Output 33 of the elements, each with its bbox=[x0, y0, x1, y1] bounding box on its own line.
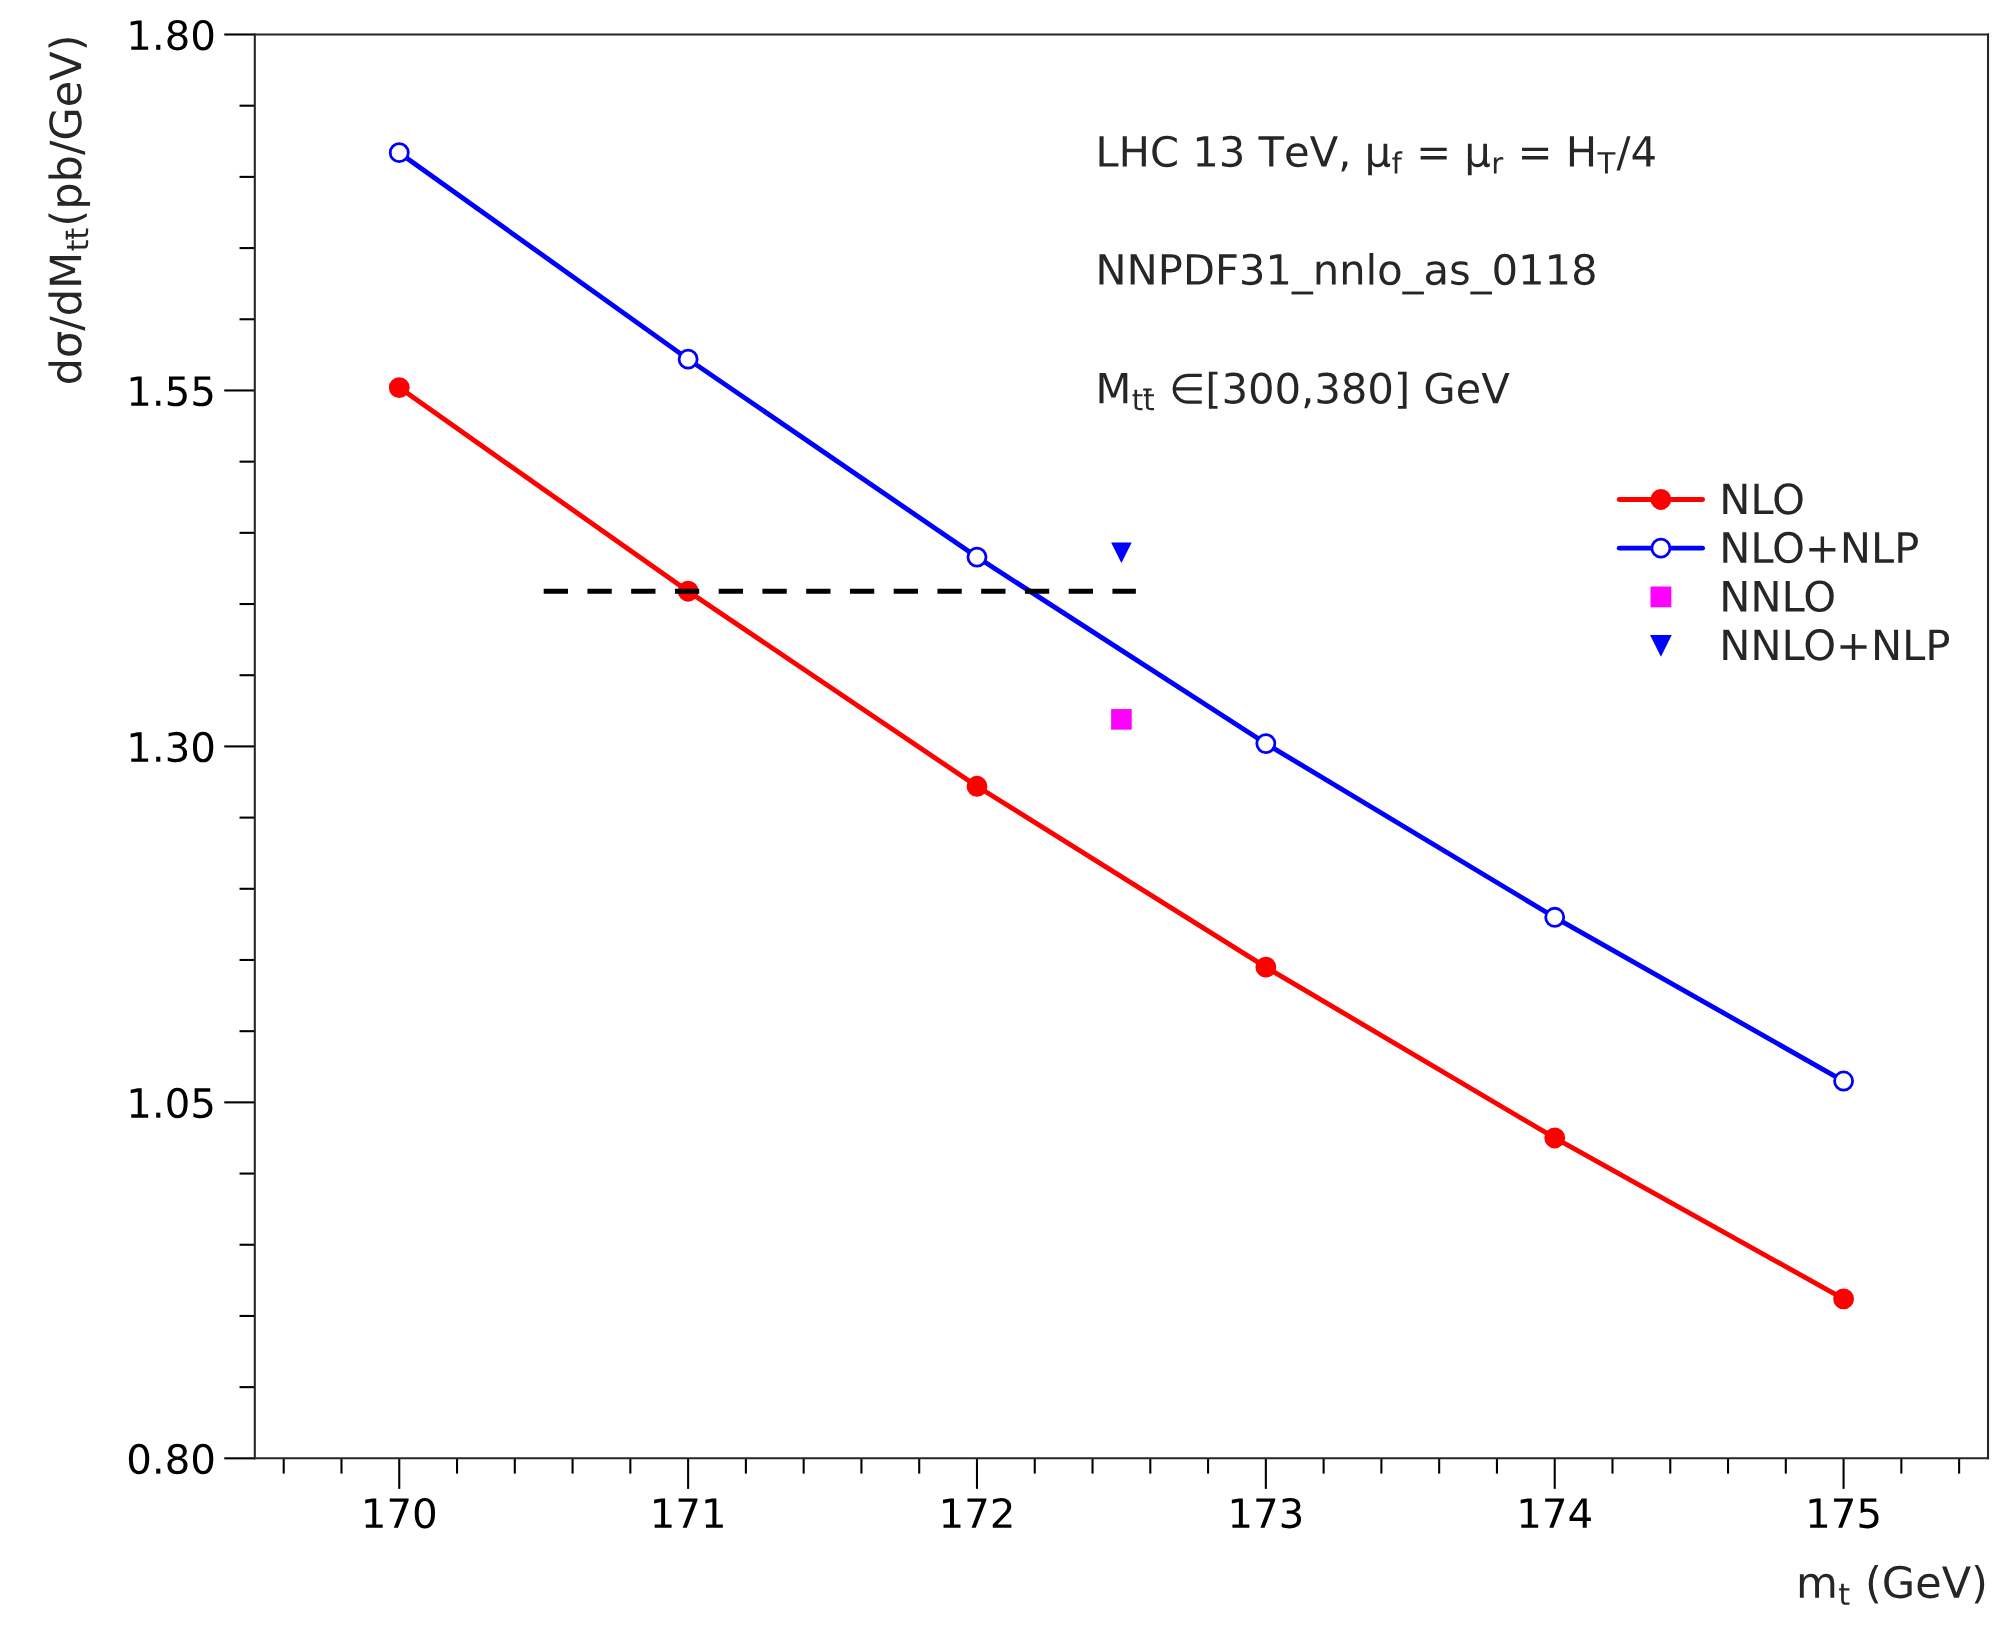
legend-label: NLO bbox=[1723, 483, 1803, 515]
point bbox=[1111, 709, 1132, 730]
annotation: NNPDF31_nnlo_as_0118 bbox=[1099, 252, 1595, 295]
legend-label: NNLO+NLP bbox=[1723, 629, 1950, 661]
point bbox=[1255, 733, 1277, 754]
point bbox=[966, 775, 988, 797]
point bbox=[677, 348, 699, 370]
point bbox=[1111, 542, 1132, 564]
point bbox=[388, 377, 410, 399]
x-tick-label: 171 bbox=[654, 1498, 723, 1528]
legend-label: NLO+NLP bbox=[1723, 531, 1918, 564]
annotation: LHC 13 TeV, μ$_{f}$ = μ$_{r}$ = H$_{T}$/4 bbox=[1099, 135, 1655, 176]
y-tick-label: 1.80 bbox=[130, 19, 214, 51]
x-axis-title: m$_{t}$ (GeV) bbox=[1799, 1565, 1985, 1605]
y-axis-title: dσ/dM$_{tt̄}$(pb/GeV) bbox=[48, 38, 91, 384]
y-tick-label: 1.30 bbox=[130, 731, 214, 763]
y-tick-label: 1.55 bbox=[130, 376, 213, 407]
point bbox=[388, 142, 410, 164]
point bbox=[1544, 1127, 1566, 1149]
point bbox=[1833, 1288, 1854, 1310]
point bbox=[966, 546, 988, 568]
point bbox=[1544, 906, 1566, 928]
y-tick-label: 0.80 bbox=[128, 1443, 214, 1475]
annotation: M$_{tt̄}$ ∈[300,380] GeV bbox=[1099, 371, 1510, 411]
x-tick-label: 175 bbox=[1809, 1498, 1879, 1529]
x-tick-label: 172 bbox=[942, 1497, 1012, 1528]
x-tick-label: 173 bbox=[1231, 1497, 1302, 1529]
legend-label: NNLO bbox=[1723, 580, 1834, 612]
point bbox=[1833, 1070, 1854, 1092]
y-tick-label: 1.05 bbox=[130, 1087, 213, 1119]
x-tick-label: 174 bbox=[1520, 1498, 1591, 1528]
point bbox=[1255, 956, 1277, 978]
x-tick-label: 170 bbox=[365, 1497, 436, 1529]
